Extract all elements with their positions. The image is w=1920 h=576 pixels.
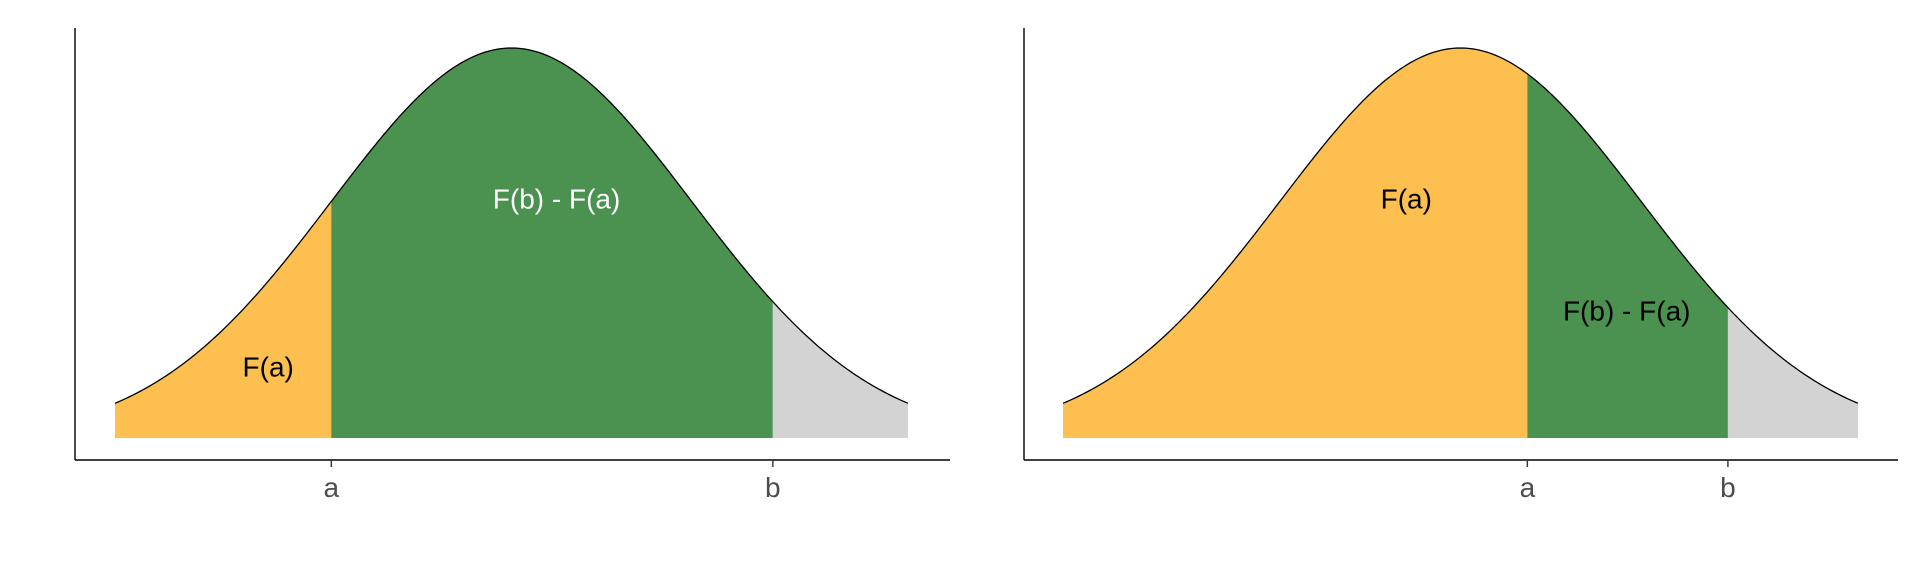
region-label-between-a-b: F(b) - F(a) — [493, 183, 621, 214]
chart-panel-2: a b F(a) F(b) - F(a) — [1023, 28, 1898, 503]
region-label-below-a: F(a) — [1381, 183, 1432, 214]
region-between-a-b — [1527, 73, 1728, 439]
region-below-a — [1063, 48, 1528, 438]
chart-panel-1: a b F(a) F(b) - F(a) — [74, 28, 950, 503]
x-tick-label-a: a — [1520, 472, 1536, 503]
region-label-between-a-b: F(b) - F(a) — [1563, 296, 1691, 327]
region-between-a-b — [331, 48, 773, 438]
x-tick-label-b: b — [765, 472, 781, 503]
density-curve — [1062, 47, 1859, 404]
x-tick-label-a: a — [323, 472, 339, 503]
region-below-a — [115, 201, 332, 438]
density-curve — [114, 47, 909, 404]
region-above-b — [772, 301, 908, 438]
region-label-below-a: F(a) — [243, 351, 294, 382]
x-tick-label-b: b — [1720, 472, 1736, 503]
